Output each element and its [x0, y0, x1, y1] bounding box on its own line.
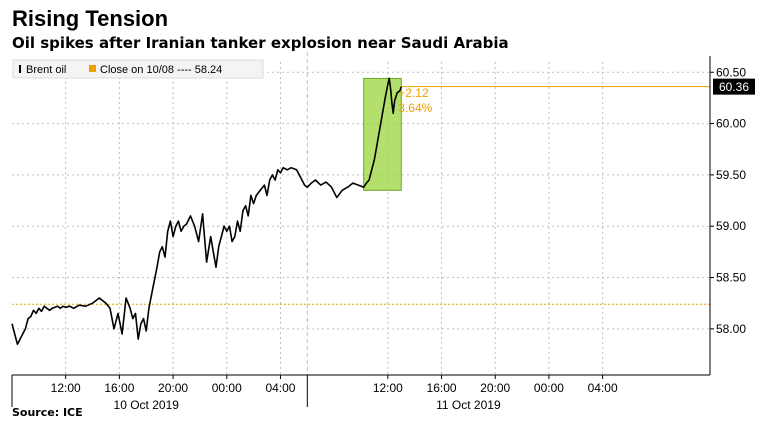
last-value-tag [713, 78, 755, 95]
y-tick-label: 58.50 [716, 271, 746, 285]
y-tick-label: 59.00 [716, 219, 746, 233]
chart-title: Rising Tension [12, 6, 169, 31]
y-tick-label: 60.00 [716, 117, 746, 131]
x-tick-label: 00:00 [212, 381, 242, 395]
day-label: 10 Oct 2019 [114, 398, 180, 412]
grid-layer [12, 52, 710, 375]
y-tick-label: 60.50 [716, 65, 746, 79]
axis-layer: 58.00 58.50 59.00 59.50 60.00 60.50 12:00 16:00… [11, 56, 755, 412]
x-tick-label: 12:00 [51, 381, 81, 395]
x-tick-label: 20:00 [480, 381, 510, 395]
legend-label-close: Close on 10/08 ---- 58.24 [100, 64, 222, 76]
x-tick-label: 04:00 [265, 381, 295, 395]
x-tick-label: 04:00 [588, 381, 618, 395]
source-note: Source: ICE [12, 406, 83, 419]
x-tick-label: 00:00 [534, 381, 564, 395]
y-tick-label: 59.50 [716, 168, 746, 182]
highlight-annotation: 3.64% [398, 101, 432, 115]
chart-subtitle: Oil spikes after Iranian tanker explosio… [12, 34, 509, 52]
series-layer: +2.123.64% [11, 77, 433, 346]
last-value-label: 60.36 [719, 80, 749, 94]
highlight-layer [363, 77, 402, 191]
series-line-brent-oil [11, 77, 403, 346]
x-tick-label: 12:00 [373, 381, 403, 395]
highlight-box [363, 77, 402, 191]
legend-label-brent-oil: Brent oil [26, 64, 66, 76]
x-tick-label: 16:00 [427, 381, 457, 395]
reference-layer [12, 86, 710, 305]
legend-swatch-close [89, 65, 96, 72]
legend: Brent oil Close on 10/08 ---- 58.24 [12, 59, 264, 79]
legend-box [12, 59, 264, 79]
y-tick-label: 58.00 [716, 322, 746, 336]
day-label: 11 Oct 2019 [436, 398, 501, 412]
x-tick-label: 20:00 [158, 381, 188, 395]
highlight-annotation: +2.12 [398, 86, 429, 100]
x-tick-label: 16:00 [104, 381, 134, 395]
